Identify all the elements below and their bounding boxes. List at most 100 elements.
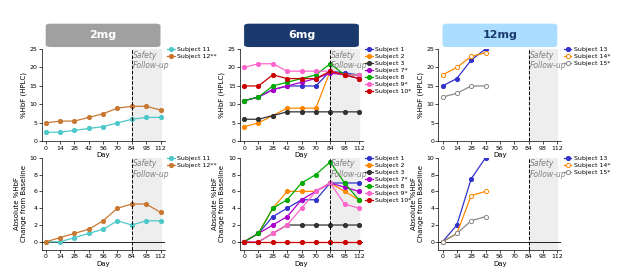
Subject 3 bbox=[326, 223, 334, 227]
Subject 3 bbox=[255, 240, 262, 243]
Subject 1 bbox=[355, 73, 363, 76]
Text: Safety
Follow-up: Safety Follow-up bbox=[133, 159, 170, 179]
Subject 12** bbox=[56, 119, 64, 123]
Subject 9* bbox=[255, 240, 262, 243]
Subject 7* bbox=[298, 81, 305, 84]
Subject 11 bbox=[42, 240, 49, 243]
Subject 15* bbox=[482, 215, 490, 218]
Subject 7* bbox=[284, 84, 291, 88]
Subject 7* bbox=[312, 190, 320, 193]
Subject 1 bbox=[312, 84, 320, 88]
Subject 13 bbox=[467, 58, 475, 62]
Subject 11 bbox=[42, 131, 49, 134]
Subject 10* bbox=[269, 73, 276, 76]
Subject 7* bbox=[298, 198, 305, 202]
Subject 1 bbox=[326, 70, 334, 73]
Line: Subject 15*: Subject 15* bbox=[440, 84, 488, 99]
Subject 10* bbox=[326, 70, 334, 73]
Subject 8 bbox=[269, 206, 276, 210]
Subject 2 bbox=[269, 206, 276, 210]
Subject 1 bbox=[298, 84, 305, 88]
Line: Subject 9*: Subject 9* bbox=[242, 181, 361, 244]
Text: Safety
Follow-up: Safety Follow-up bbox=[133, 51, 170, 70]
Subject 11 bbox=[142, 116, 150, 119]
Legend: Subject 11, Subject 12**: Subject 11, Subject 12** bbox=[167, 47, 217, 59]
X-axis label: Day: Day bbox=[96, 152, 110, 158]
Subject 1 bbox=[240, 99, 248, 102]
X-axis label: Day: Day bbox=[493, 261, 507, 267]
Subject 8 bbox=[284, 198, 291, 202]
Text: 2mg: 2mg bbox=[90, 30, 116, 40]
Subject 10* bbox=[255, 240, 262, 243]
Text: Safety
Follow-up: Safety Follow-up bbox=[332, 159, 368, 179]
Subject 7* bbox=[355, 77, 363, 80]
Subject 14* bbox=[482, 51, 490, 54]
Subject 7* bbox=[326, 71, 334, 75]
X-axis label: Day: Day bbox=[294, 152, 308, 158]
Subject 2 bbox=[312, 107, 320, 110]
Subject 2 bbox=[340, 73, 348, 76]
Subject 10* bbox=[284, 77, 291, 80]
Subject 11 bbox=[99, 228, 107, 231]
Subject 2 bbox=[355, 73, 363, 76]
Bar bbox=[330, 49, 359, 141]
Subject 8 bbox=[298, 181, 305, 185]
Subject 15* bbox=[453, 232, 461, 235]
Subject 2 bbox=[298, 107, 305, 110]
Subject 1 bbox=[269, 88, 276, 91]
Subject 2 bbox=[312, 190, 320, 193]
Subject 1 bbox=[340, 181, 348, 185]
Subject 10* bbox=[355, 77, 363, 80]
Line: Subject 15*: Subject 15* bbox=[440, 215, 488, 244]
Subject 9* bbox=[355, 73, 363, 76]
Subject 11 bbox=[128, 118, 136, 121]
Subject 14* bbox=[467, 194, 475, 197]
Subject 3 bbox=[240, 240, 248, 243]
Subject 13 bbox=[467, 177, 475, 180]
Subject 3 bbox=[284, 223, 291, 227]
Subject 14* bbox=[482, 190, 490, 193]
Subject 7* bbox=[284, 215, 291, 218]
Subject 12** bbox=[99, 112, 107, 115]
Subject 9* bbox=[298, 206, 305, 210]
Subject 11 bbox=[70, 129, 78, 132]
Subject 14* bbox=[438, 73, 446, 76]
Subject 1 bbox=[284, 206, 291, 210]
Y-axis label: Absolute %HbF
Change from Baseline: Absolute %HbF Change from Baseline bbox=[14, 165, 27, 243]
Subject 15* bbox=[438, 240, 446, 243]
Subject 3 bbox=[312, 223, 320, 227]
Subject 11 bbox=[99, 125, 107, 128]
X-axis label: Day: Day bbox=[96, 261, 110, 267]
Subject 9* bbox=[326, 70, 334, 73]
Line: Subject 1: Subject 1 bbox=[242, 181, 361, 244]
Line: Subject 12**: Subject 12** bbox=[44, 104, 163, 125]
Line: Subject 13: Subject 13 bbox=[440, 47, 488, 88]
Legend: Subject 1, Subject 2, Subject 3, Subject 7*, Subject 8, Subject 9*, Subject 10*: Subject 1, Subject 2, Subject 3, Subject… bbox=[365, 47, 412, 94]
Subject 10* bbox=[255, 84, 262, 88]
Subject 2 bbox=[240, 125, 248, 128]
Bar bbox=[529, 49, 557, 141]
Subject 9* bbox=[340, 202, 348, 206]
Subject 9* bbox=[284, 223, 291, 227]
Subject 2 bbox=[269, 114, 276, 117]
Subject 15* bbox=[467, 84, 475, 88]
Subject 12** bbox=[157, 108, 164, 112]
Line: Subject 3: Subject 3 bbox=[242, 110, 361, 121]
Subject 9* bbox=[240, 66, 248, 69]
Subject 14* bbox=[467, 55, 475, 58]
Subject 8 bbox=[298, 77, 305, 80]
Subject 8 bbox=[326, 160, 334, 163]
Subject 7* bbox=[312, 77, 320, 80]
Subject 2 bbox=[355, 198, 363, 202]
Line: Subject 7*: Subject 7* bbox=[242, 181, 361, 244]
Subject 7* bbox=[240, 240, 248, 243]
Subject 7* bbox=[340, 186, 348, 189]
Line: Subject 1: Subject 1 bbox=[242, 69, 361, 103]
Subject 9* bbox=[298, 70, 305, 73]
Subject 11 bbox=[157, 116, 164, 119]
Subject 15* bbox=[482, 84, 490, 88]
Line: Subject 11: Subject 11 bbox=[44, 115, 163, 134]
Subject 8 bbox=[284, 81, 291, 84]
Subject 9* bbox=[355, 206, 363, 210]
Subject 8 bbox=[255, 95, 262, 99]
